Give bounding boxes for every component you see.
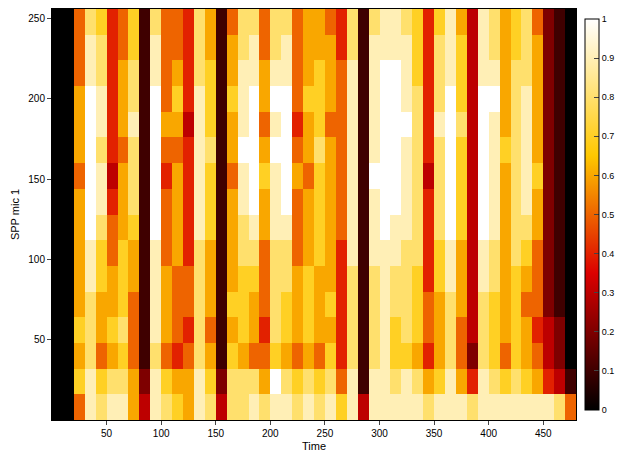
svg-text:100: 100: [28, 254, 45, 265]
svg-text:0.6: 0.6: [602, 171, 615, 181]
svg-text:450: 450: [535, 428, 552, 439]
svg-text:Time: Time: [302, 440, 326, 452]
svg-text:1: 1: [602, 14, 607, 24]
svg-text:400: 400: [480, 428, 497, 439]
svg-text:0.8: 0.8: [602, 92, 615, 102]
svg-text:150: 150: [28, 174, 45, 185]
svg-text:0.7: 0.7: [602, 131, 615, 141]
svg-text:50: 50: [34, 334, 46, 345]
svg-text:SPP mic 1: SPP mic 1: [9, 189, 21, 240]
svg-text:300: 300: [371, 428, 388, 439]
svg-text:250: 250: [28, 13, 45, 24]
svg-text:0: 0: [602, 405, 607, 415]
svg-text:0.5: 0.5: [602, 210, 615, 220]
svg-text:0.3: 0.3: [602, 288, 615, 298]
svg-text:200: 200: [28, 93, 45, 104]
svg-text:50: 50: [101, 428, 113, 439]
svg-text:0.1: 0.1: [602, 366, 615, 376]
svg-text:0.9: 0.9: [602, 53, 615, 63]
svg-text:0.4: 0.4: [602, 249, 615, 259]
svg-text:150: 150: [207, 428, 224, 439]
svg-text:0.2: 0.2: [602, 327, 615, 337]
svg-text:350: 350: [426, 428, 443, 439]
svg-text:200: 200: [262, 428, 279, 439]
svg-text:100: 100: [153, 428, 170, 439]
svg-text:250: 250: [317, 428, 334, 439]
